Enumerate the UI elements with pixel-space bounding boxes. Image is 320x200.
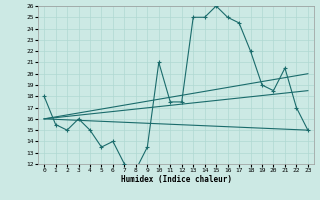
X-axis label: Humidex (Indice chaleur): Humidex (Indice chaleur) (121, 175, 231, 184)
